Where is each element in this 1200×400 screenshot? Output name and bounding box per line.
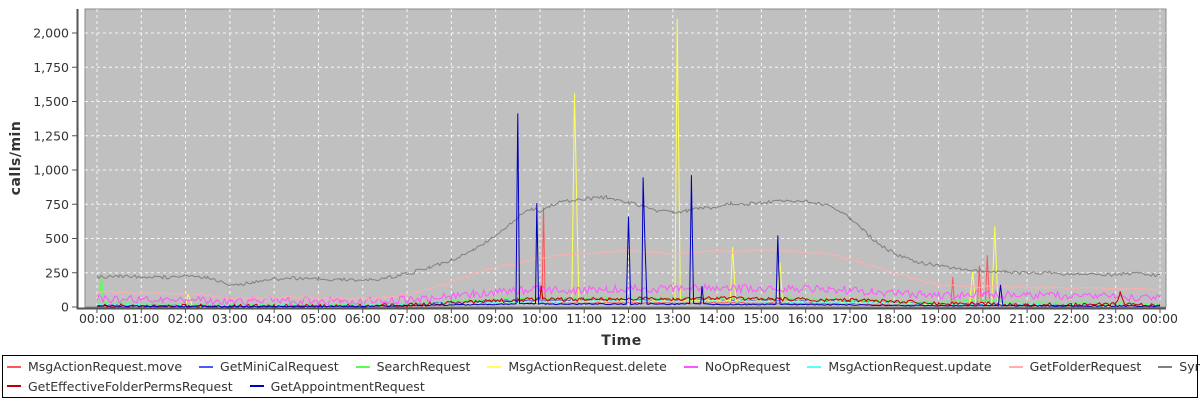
series-line-GetAppointmentRequest (96, 113, 1160, 308)
x-tick-label: 01:00 (123, 311, 159, 326)
x-tick-label: 16:00 (788, 311, 824, 326)
x-tick-label: 00:00 (1142, 311, 1178, 326)
y-tick-label: 250 (45, 265, 69, 280)
x-tick-label: 02:00 (168, 311, 204, 326)
series-line-NoOpRequest (96, 282, 1161, 307)
y-tick-label: 1,500 (33, 94, 69, 109)
series-line-SyncRequest (96, 195, 1161, 287)
x-tick-label: 19:00 (921, 311, 957, 326)
x-tick-label: 18:00 (876, 311, 912, 326)
legend-item: GetAppointmentRequest (249, 378, 425, 394)
legend-line-swatch (683, 365, 698, 368)
legend-line-swatch (355, 365, 370, 368)
legend-row: MsgActionRequest.move GetMiniCalRequest Se… (7, 359, 1200, 375)
x-tick-label: 00:00 (79, 311, 115, 326)
legend-line-swatch (1008, 365, 1023, 368)
x-tick-label: 20:00 (965, 311, 1001, 326)
x-tick-label: 08:00 (433, 311, 469, 326)
legend-item: SearchRequest (355, 359, 471, 375)
x-tick-label: 17:00 (832, 311, 868, 326)
x-tick-label: 21:00 (1009, 311, 1045, 326)
x-tick-label: 10:00 (522, 311, 558, 326)
legend-item: SyncRequest (1158, 359, 1200, 374)
legend-item: MsgActionRequest.delete (487, 359, 667, 374)
x-tick-label: 22:00 (1053, 311, 1089, 326)
legend-line-swatch (7, 385, 21, 388)
axes (72, 9, 1166, 313)
legend-box: MsgActionRequest.move GetMiniCalRequest Se… (2, 355, 1200, 398)
x-tick-label: 06:00 (345, 311, 381, 326)
legend-line-swatch (1158, 365, 1173, 368)
legend-label: NoOpRequest (704, 359, 791, 375)
plot-area-svg: 0 250 500 750 1,000 1,250 1,500 1,750 2,000 00:00… (33, 8, 1178, 326)
legend-line-swatch (199, 365, 214, 368)
x-tick-label: 12:00 (610, 311, 646, 326)
y-tick-label: 1,250 (33, 128, 69, 143)
x-tick-label: 09:00 (478, 311, 514, 326)
y-tick-label: 750 (45, 197, 69, 212)
x-tick-label: 11:00 (566, 311, 602, 326)
legend-item: GetFolderRequest (1008, 359, 1142, 375)
legend-row: GetEffectiveFolderPermsRequest GetAppoint… (7, 379, 1193, 394)
legend-item: MsgActionRequest.move (7, 359, 182, 374)
x-tick-label: 15:00 (743, 311, 779, 326)
y-tick-label: 2,000 (33, 26, 69, 41)
y-tick-label: 500 (45, 231, 69, 246)
x-tick-label: 23:00 (1098, 311, 1134, 326)
legend-label: SyncRequest (1179, 359, 1200, 375)
y-tick-label: 0 (61, 300, 69, 315)
x-tick-label: 07:00 (389, 311, 425, 326)
y-tick-label: 1,000 (33, 163, 69, 178)
x-tick-label: 14:00 (699, 311, 735, 326)
y-tick-label: 1,750 (33, 60, 69, 75)
legend-label: GetFolderRequest (1029, 359, 1142, 375)
x-tick-label: 05:00 (300, 311, 336, 326)
x-tick-label: 03:00 (212, 311, 248, 326)
gridlines (85, 9, 1166, 307)
legend-line-swatch (487, 365, 502, 368)
legend-item: GetEffectiveFolderPermsRequest (7, 379, 233, 394)
legend-label: MsgActionRequest.delete (508, 359, 667, 375)
series-group (96, 18, 1161, 308)
legend-line-swatch (249, 385, 264, 388)
legend-item: MsgActionRequest.update (807, 359, 992, 375)
legend-label: SearchRequest (376, 359, 471, 375)
legend-label: GetEffectiveFolderPermsRequest (28, 378, 233, 394)
legend-label: GetMiniCalRequest (220, 359, 339, 375)
legend-line-swatch (7, 365, 21, 368)
legend-label: GetAppointmentRequest (270, 378, 425, 394)
plot-background (84, 8, 1167, 308)
x-tick-label: 04:00 (256, 311, 292, 326)
legend-line-swatch (807, 365, 822, 368)
legend-label: MsgActionRequest.update (828, 359, 992, 375)
legend-label: MsgActionRequest.move (28, 359, 183, 375)
x-axis-title: Time (601, 333, 642, 349)
legend-item: NoOpRequest (683, 359, 791, 375)
x-tick-label: 13:00 (655, 311, 691, 326)
legend-item: GetMiniCalRequest (199, 359, 339, 374)
